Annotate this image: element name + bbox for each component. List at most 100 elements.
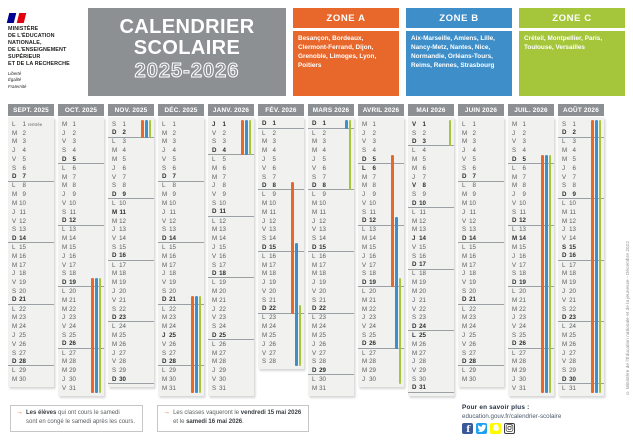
day-number: 25: [19, 332, 26, 340]
day-letter: L: [62, 288, 66, 296]
day-number: 31: [419, 384, 426, 392]
day-row: D 16: [108, 252, 154, 261]
day-row: M 17: [158, 261, 204, 270]
day-row: M 15: [358, 243, 404, 252]
day-number: 20: [569, 288, 576, 296]
month-days: J 1 V 2 S 3 D 4 L 5 M 6 M 7 J 8 V 9 S 10 D 11 L 12 M 13 M 14 J 15 V 16 S…: [208, 117, 254, 396]
day-number: 23: [519, 314, 526, 322]
day-letter: S: [312, 296, 317, 304]
day-letter: M: [112, 156, 118, 164]
day-letter: M: [212, 288, 218, 296]
day-row: D 29: [308, 366, 354, 376]
zone-a-header: ZONE A: [293, 8, 399, 28]
day-row: D 21: [458, 296, 504, 305]
day-row: M 11: [308, 208, 354, 217]
day-row: V 21: [108, 296, 154, 305]
day-number: 27: [419, 349, 426, 357]
day-letter: V: [562, 235, 567, 243]
day-number: 6: [172, 164, 176, 172]
day-number: 7: [572, 173, 576, 181]
day-row: L 25: [408, 331, 454, 340]
day-letter: L: [312, 252, 316, 260]
day-number: 20: [19, 288, 26, 296]
day-row: M 28: [208, 358, 254, 367]
day-letter: M: [562, 340, 568, 348]
day-number: 13: [519, 226, 526, 234]
day-number: 2: [472, 129, 476, 137]
day-number: 21: [519, 296, 526, 304]
day-letter: J: [412, 296, 416, 304]
day-letter: M: [112, 340, 118, 348]
day-letter: S: [362, 147, 367, 155]
vacation-bar-zone-b: [244, 120, 248, 156]
day-letter: S: [312, 173, 317, 181]
day-number: 15: [269, 243, 276, 251]
day-letter: D: [262, 305, 267, 313]
more-info-url[interactable]: education.gouv.fr/calendrier-scolaire: [462, 412, 562, 420]
day-number: 16: [219, 252, 226, 260]
day-letter: S: [512, 270, 517, 278]
day-number: 29: [69, 367, 76, 375]
day-row: J 18: [158, 270, 204, 279]
day-letter: M: [362, 296, 368, 304]
day-number: 28: [169, 357, 176, 365]
day-number: 30: [419, 376, 426, 383]
day-letter: V: [462, 340, 467, 348]
twitter-icon[interactable]: [476, 422, 487, 434]
day-number: 17: [269, 261, 276, 269]
day-number: 12: [19, 217, 26, 225]
day-number: 6: [422, 164, 426, 172]
instagram-icon[interactable]: [504, 422, 515, 434]
day-number: 20: [169, 288, 176, 296]
day-letter: M: [462, 252, 468, 260]
day-number: 7: [72, 173, 76, 181]
day-number: 1: [522, 120, 526, 128]
day-letter: J: [312, 156, 316, 164]
snapchat-icon[interactable]: [490, 422, 501, 434]
day-letter: S: [12, 349, 17, 357]
day-number: 11: [419, 208, 426, 216]
day-letter: D: [412, 261, 417, 269]
day-row: J 16: [58, 252, 104, 261]
day-letter: J: [412, 173, 416, 181]
day-number: 14: [69, 235, 76, 243]
day-row: M 23: [8, 314, 54, 323]
day-number: 26: [219, 340, 226, 348]
day-number: 26: [519, 340, 526, 348]
day-number: 15: [369, 244, 376, 252]
day-number: 26: [469, 340, 476, 348]
day-number: 29: [369, 367, 376, 375]
facebook-icon[interactable]: f: [462, 422, 473, 434]
day-number: 15: [119, 244, 126, 252]
day-number: 27: [119, 349, 126, 357]
day-letter: S: [562, 367, 567, 375]
vacation-bar-zone-b: [194, 296, 198, 393]
day-letter: M: [412, 340, 418, 348]
vacation-bar-zone-c: [598, 120, 602, 393]
poster-title-line1: CALENDRIER: [119, 15, 255, 38]
day-number: 6: [522, 164, 526, 172]
day-row: V 26: [158, 340, 204, 349]
month-days: L 1 M 2 M 3 J 4 V 5 S 6 D 7 L 8 M 9 M 10 J 11 V 12 S 13 D 14 L 15 M 16 M…: [158, 117, 204, 396]
day-number: 31: [319, 384, 326, 392]
day-row: M 25: [108, 331, 154, 340]
footnote-segment: et le: [173, 419, 187, 425]
day-number: 9: [222, 191, 226, 199]
day-row: D 21: [8, 296, 54, 305]
day-number: 19: [119, 279, 126, 287]
footnote-segment: .: [242, 419, 244, 425]
day-letter: V: [12, 279, 17, 287]
day-row: D 14: [8, 234, 54, 244]
day-number: 16: [569, 252, 576, 260]
day-letter: V: [212, 129, 217, 137]
day-letter: V: [512, 261, 517, 269]
day-letter: V: [512, 384, 517, 392]
